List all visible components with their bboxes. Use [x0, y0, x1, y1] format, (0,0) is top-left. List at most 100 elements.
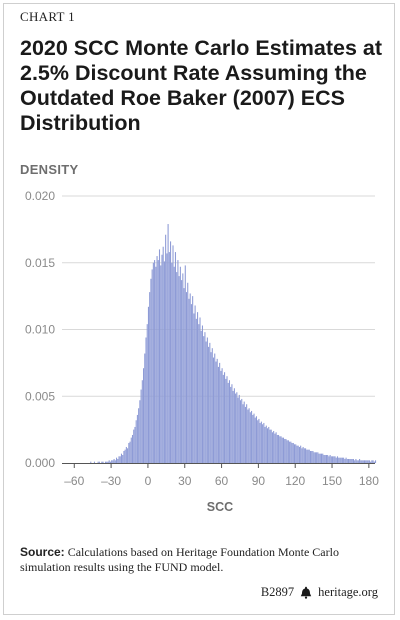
histogram-bar	[122, 454, 124, 463]
histogram-bar	[155, 266, 157, 463]
histogram-bar	[370, 461, 372, 463]
site-link[interactable]: heritage.org	[318, 585, 378, 599]
histogram-bar	[118, 456, 120, 463]
histogram-bar	[162, 246, 164, 463]
histogram-bar	[282, 437, 285, 463]
y-tick-label: 0.015	[25, 256, 55, 270]
histogram-bar	[371, 460, 373, 463]
histogram-bar	[102, 461, 104, 463]
histogram-bar	[359, 458, 361, 463]
histogram-bar	[291, 442, 293, 463]
histogram-bar	[235, 393, 237, 463]
histogram-bar	[285, 438, 287, 463]
histogram-bar	[323, 454, 325, 463]
histogram-bar	[281, 437, 283, 463]
histogram-bar	[246, 404, 248, 463]
histogram-bar	[93, 461, 95, 463]
histogram-bar	[344, 458, 346, 463]
histogram-bar	[203, 336, 205, 463]
histogram-bar	[150, 278, 152, 463]
histogram-bar	[264, 426, 266, 463]
histogram-bar	[362, 460, 364, 463]
histogram-bar	[166, 253, 168, 463]
histogram-bar	[187, 282, 189, 463]
histogram-bar	[347, 458, 350, 463]
histogram-bar	[287, 440, 289, 463]
histogram-bar	[327, 454, 329, 463]
histogram-bar	[325, 454, 327, 463]
histogram-bar	[147, 306, 149, 463]
histogram-bar	[195, 318, 197, 463]
histogram-bar	[106, 461, 108, 463]
histogram-bar	[361, 460, 363, 463]
chart-title: 2020 SCC Monte Carlo Estimates at 2.5% D…	[20, 36, 383, 135]
histogram-bar	[220, 370, 222, 463]
histogram-bar	[178, 276, 180, 463]
histogram-bar	[183, 288, 185, 463]
histogram-bars	[90, 224, 377, 463]
histogram-bar	[163, 261, 165, 463]
histogram-bar	[248, 408, 250, 463]
histogram-bar	[116, 457, 118, 463]
histogram-bar	[228, 380, 231, 463]
histogram-bar	[254, 417, 256, 463]
histogram-bar	[296, 445, 298, 463]
histogram-bar	[160, 265, 162, 463]
histogram-bar	[335, 457, 337, 463]
histogram-bar	[249, 412, 251, 463]
histogram-bar	[303, 448, 305, 463]
histogram-bar	[305, 448, 307, 463]
histogram-bar	[111, 460, 113, 463]
histogram-bar	[302, 446, 304, 463]
histogram-bar	[262, 424, 264, 463]
histogram-bar	[174, 252, 177, 463]
histogram-bar	[208, 346, 210, 463]
histogram-bar	[360, 460, 362, 463]
histogram-bar	[244, 406, 246, 463]
histogram-bar	[192, 296, 194, 463]
histogram-bar	[141, 380, 143, 463]
source-note: Source: Calculations based on Heritage F…	[20, 545, 385, 575]
histogram-bar	[351, 458, 353, 463]
histogram-bar	[98, 461, 100, 463]
x-tick-label: 60	[215, 474, 229, 488]
histogram-bar	[345, 457, 347, 463]
x-tick-label: 90	[252, 474, 266, 488]
histogram-bar	[146, 324, 148, 463]
histogram-bar	[247, 409, 249, 463]
histogram-bar	[350, 458, 352, 463]
histogram-bar	[311, 450, 313, 463]
histogram-bar	[198, 324, 200, 463]
histogram-bar	[209, 342, 211, 463]
histogram-bar	[339, 457, 341, 463]
histogram-bar	[217, 366, 219, 463]
histogram-bar	[346, 458, 348, 463]
histogram-bar	[308, 449, 310, 463]
histogram-bar	[205, 341, 207, 463]
histogram-bar	[318, 453, 320, 463]
histogram-bar	[354, 460, 356, 463]
y-tick-label: 0.020	[25, 189, 55, 203]
histogram-bar	[289, 441, 291, 463]
histogram-bar	[352, 458, 354, 463]
histogram-bar	[113, 458, 115, 463]
histogram-bar	[101, 461, 103, 463]
histogram-bar	[330, 456, 332, 463]
histogram-bar	[199, 317, 201, 463]
histogram-bar	[251, 410, 253, 463]
histogram-bar	[243, 401, 245, 463]
histogram-bar	[270, 429, 272, 463]
histogram-bar	[170, 241, 172, 463]
y-tick-label: 0.010	[25, 323, 55, 337]
histogram-bar	[274, 433, 276, 463]
histogram-bar	[177, 260, 179, 463]
histogram-bar	[307, 449, 309, 463]
histogram-bar	[366, 460, 368, 463]
histogram-bar	[271, 432, 273, 463]
histogram-bar	[176, 272, 178, 463]
histogram-bar	[269, 429, 271, 463]
y-tick-label: 0.000	[25, 456, 55, 470]
histogram-bar	[167, 224, 169, 463]
histogram-bar	[242, 404, 244, 463]
histogram-bar	[226, 376, 228, 463]
